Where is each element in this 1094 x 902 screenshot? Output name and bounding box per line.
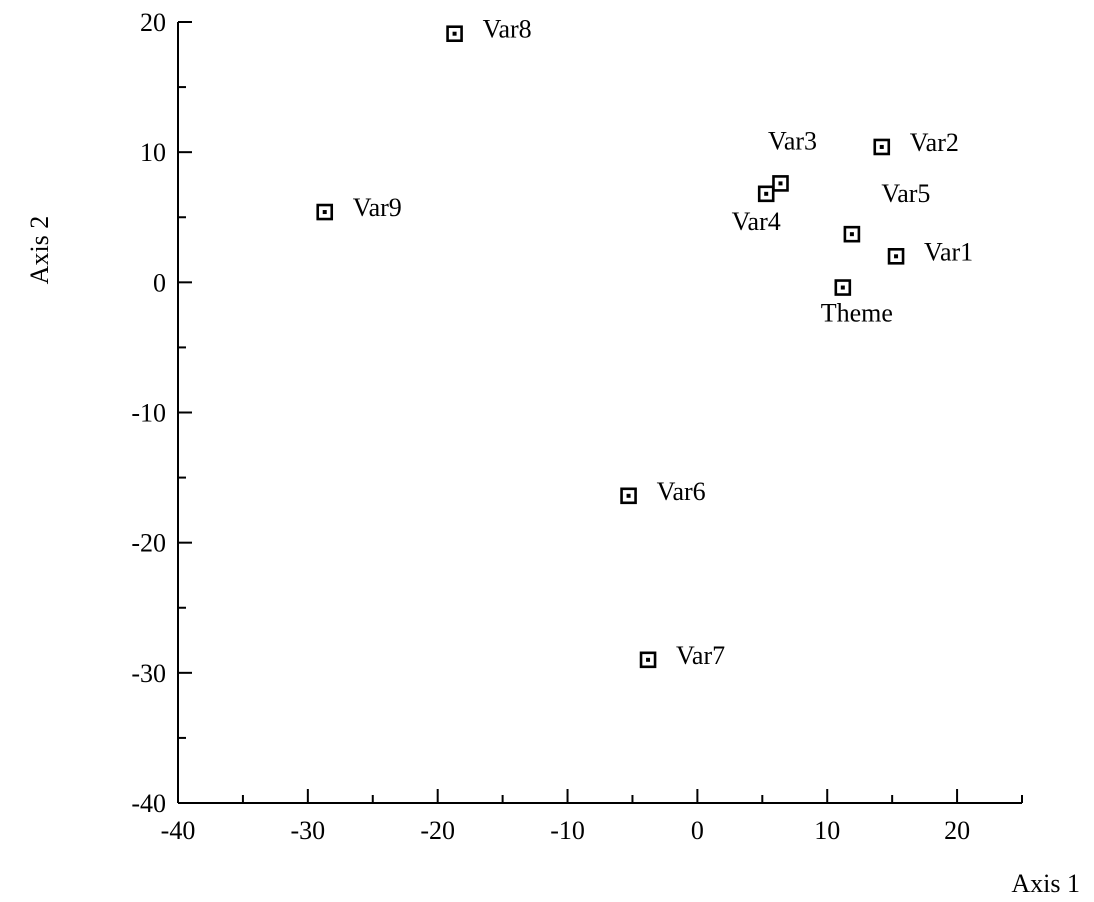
point-marker-dot	[840, 285, 845, 290]
x-tick-label: 10	[814, 816, 840, 845]
data-point: Var8	[446, 15, 532, 44]
point-label: Var5	[881, 179, 930, 208]
point-label: Var2	[910, 128, 959, 157]
y-tick-label: -20	[131, 529, 166, 558]
point-label: Var6	[657, 477, 706, 506]
y-tick-label: 0	[153, 268, 166, 297]
x-tick-label: -20	[420, 816, 455, 845]
data-point: Var5	[843, 179, 930, 243]
point-marker-dot	[778, 181, 783, 186]
x-tick-label: 0	[691, 816, 704, 845]
point-label: Var3	[768, 126, 817, 155]
data-point: Var9	[316, 193, 402, 222]
point-marker-dot	[894, 254, 899, 259]
axes	[177, 22, 1022, 804]
point-label: Var9	[353, 193, 402, 222]
y-tick-label: 10	[140, 138, 166, 167]
tick-labels: -40 -30 -20 -10 0 10 20 -40 -30 -20 -10 0 10 20	[131, 8, 970, 845]
point-label: Theme	[821, 299, 893, 328]
point-marker-dot	[646, 657, 651, 662]
data-point: Var6	[620, 477, 706, 506]
x-tick-label: -30	[291, 816, 326, 845]
data-point: Var2	[873, 128, 959, 157]
point-label: Var4	[732, 207, 781, 236]
data-point: Var1	[887, 237, 973, 266]
point-marker-dot	[322, 210, 327, 215]
x-tick-label: -40	[161, 816, 196, 845]
point-marker-dot	[626, 493, 631, 498]
y-tick-label: -40	[131, 789, 166, 818]
point-marker-dot	[879, 144, 884, 149]
point-marker-dot	[849, 232, 854, 237]
data-point: Theme	[821, 279, 893, 328]
x-axis-title: Axis 1	[1011, 869, 1080, 898]
data-points: Var1 Var2 Var3 Var4 Var5 Var6 Var7 Var8 Var9 Them…	[316, 15, 973, 670]
data-point: Var3	[768, 126, 817, 192]
x-tick-label: 20	[944, 816, 970, 845]
y-tick-label: 20	[140, 8, 166, 37]
y-axis-title: Axis 2	[25, 216, 54, 285]
data-point: Var4	[732, 185, 781, 236]
ticks	[177, 21, 1023, 804]
y-tick-label: -30	[131, 659, 166, 688]
y-tick-label: -10	[131, 399, 166, 428]
point-marker-dot	[452, 31, 457, 36]
point-label: Var8	[483, 15, 532, 44]
x-tick-label: -10	[550, 816, 585, 845]
data-point: Var7	[639, 641, 725, 670]
point-marker-dot	[764, 191, 769, 196]
point-label: Var7	[676, 641, 725, 670]
point-label: Var1	[924, 237, 973, 266]
